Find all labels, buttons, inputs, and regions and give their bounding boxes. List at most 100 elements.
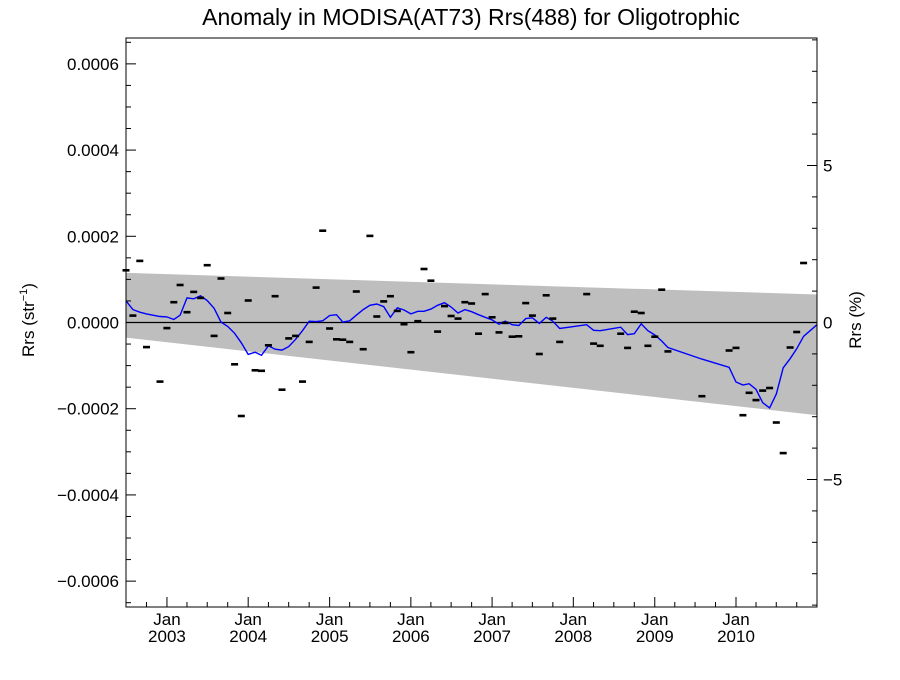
data-point (352, 290, 360, 293)
x-tick-label-month: Jan (316, 610, 343, 629)
x-tick-label-year: 2005 (311, 627, 349, 646)
data-point (481, 292, 489, 296)
data-point (508, 335, 516, 338)
x-axis: Jan2003Jan2004Jan2005Jan2006Jan2007Jan20… (125, 597, 798, 646)
data-point (244, 299, 252, 302)
data-point (414, 319, 422, 323)
data-point (549, 317, 557, 320)
data-point (373, 315, 381, 318)
data-point (658, 288, 666, 291)
data-point (224, 311, 232, 315)
data-point (583, 292, 591, 296)
data-point (772, 421, 780, 424)
data-point (630, 310, 638, 313)
left-y-tick-label: 0.0004 (67, 141, 119, 160)
data-point (143, 345, 150, 349)
smoothed-line-layer (125, 295, 818, 409)
x-tick-label-year: 2010 (717, 627, 755, 646)
data-point (312, 286, 320, 289)
data-point (176, 283, 184, 287)
data-point (637, 311, 645, 315)
data-point (427, 279, 435, 282)
data-point (725, 349, 733, 352)
data-point (522, 301, 530, 305)
data-point (542, 294, 550, 297)
data-point (407, 350, 415, 354)
data-point (217, 277, 225, 280)
data-point (366, 234, 374, 238)
data-point (393, 309, 401, 313)
data-points-layer (122, 229, 808, 455)
data-point (231, 363, 239, 366)
data-point (752, 398, 760, 402)
right-y-axis: 5 0 −5 (807, 39, 842, 606)
data-point (461, 300, 469, 304)
uncertainty-band (126, 272, 817, 416)
left-y-axis-label-superscript: −1 (18, 289, 30, 302)
left-y-tick-label: −0.0004 (57, 486, 119, 505)
data-point (299, 380, 306, 383)
right-y-axis-label: Rrs (%) (846, 291, 865, 349)
data-point (793, 330, 801, 334)
data-point (786, 346, 794, 349)
data-point (326, 327, 334, 330)
data-point (285, 337, 293, 340)
x-tick-label-month: Jan (153, 610, 180, 629)
left-y-tick-label: 0.0002 (67, 227, 119, 246)
data-point (447, 314, 455, 318)
data-point (475, 332, 482, 335)
x-tick-label-year: 2006 (392, 627, 430, 646)
data-point (271, 294, 279, 298)
x-tick-label-month: Jan (397, 610, 424, 629)
data-point (468, 302, 476, 305)
x-tick-label-month: Jan (722, 610, 749, 629)
data-point (237, 414, 245, 418)
data-point (339, 338, 347, 341)
x-tick-label-year: 2003 (148, 627, 186, 646)
data-point (556, 340, 564, 344)
data-point (454, 317, 462, 320)
data-point (644, 344, 652, 348)
data-point (434, 330, 442, 333)
data-point (359, 347, 367, 351)
data-point (197, 296, 205, 300)
data-point (292, 334, 300, 338)
left-y-axis-label: Rrs (str−1) (18, 283, 38, 357)
x-tick-label-year: 2009 (636, 627, 674, 646)
data-point (739, 413, 747, 417)
data-point (278, 388, 286, 391)
right-y-tick-label: 5 (823, 156, 832, 175)
data-point (183, 310, 191, 314)
data-point (590, 342, 598, 345)
uncertainty-band-layer (126, 272, 817, 416)
left-y-axis-label-main: Rrs (str (19, 301, 38, 357)
x-tick-label-year: 2004 (229, 627, 267, 646)
x-tick-label-month: Jan (478, 610, 505, 629)
data-point (495, 331, 503, 334)
data-point (346, 340, 354, 344)
x-tick-label-year: 2007 (473, 627, 511, 646)
data-point (156, 380, 164, 383)
left-y-axis-label-close: ) (19, 283, 38, 289)
data-point (745, 391, 753, 395)
left-y-axis: 0.0006 0.0004 0.0002 0.0000 −0.0002 −0.0004 −0… (57, 41, 136, 604)
data-point (258, 369, 265, 373)
left-y-tick-label: 0.0006 (67, 55, 119, 74)
data-point (617, 332, 625, 335)
data-point (766, 386, 774, 390)
data-point (170, 300, 178, 304)
data-point (190, 290, 198, 294)
left-y-tick-label: −0.0002 (57, 400, 119, 419)
data-point (210, 334, 218, 338)
data-point (664, 350, 672, 353)
data-point (501, 321, 509, 325)
data-point (386, 294, 394, 298)
data-point (420, 267, 428, 271)
data-point (441, 304, 448, 308)
data-point (264, 344, 272, 347)
smoothed-anomaly-line (125, 295, 818, 409)
data-point (596, 344, 604, 348)
data-point (488, 316, 496, 319)
data-point (624, 346, 632, 350)
